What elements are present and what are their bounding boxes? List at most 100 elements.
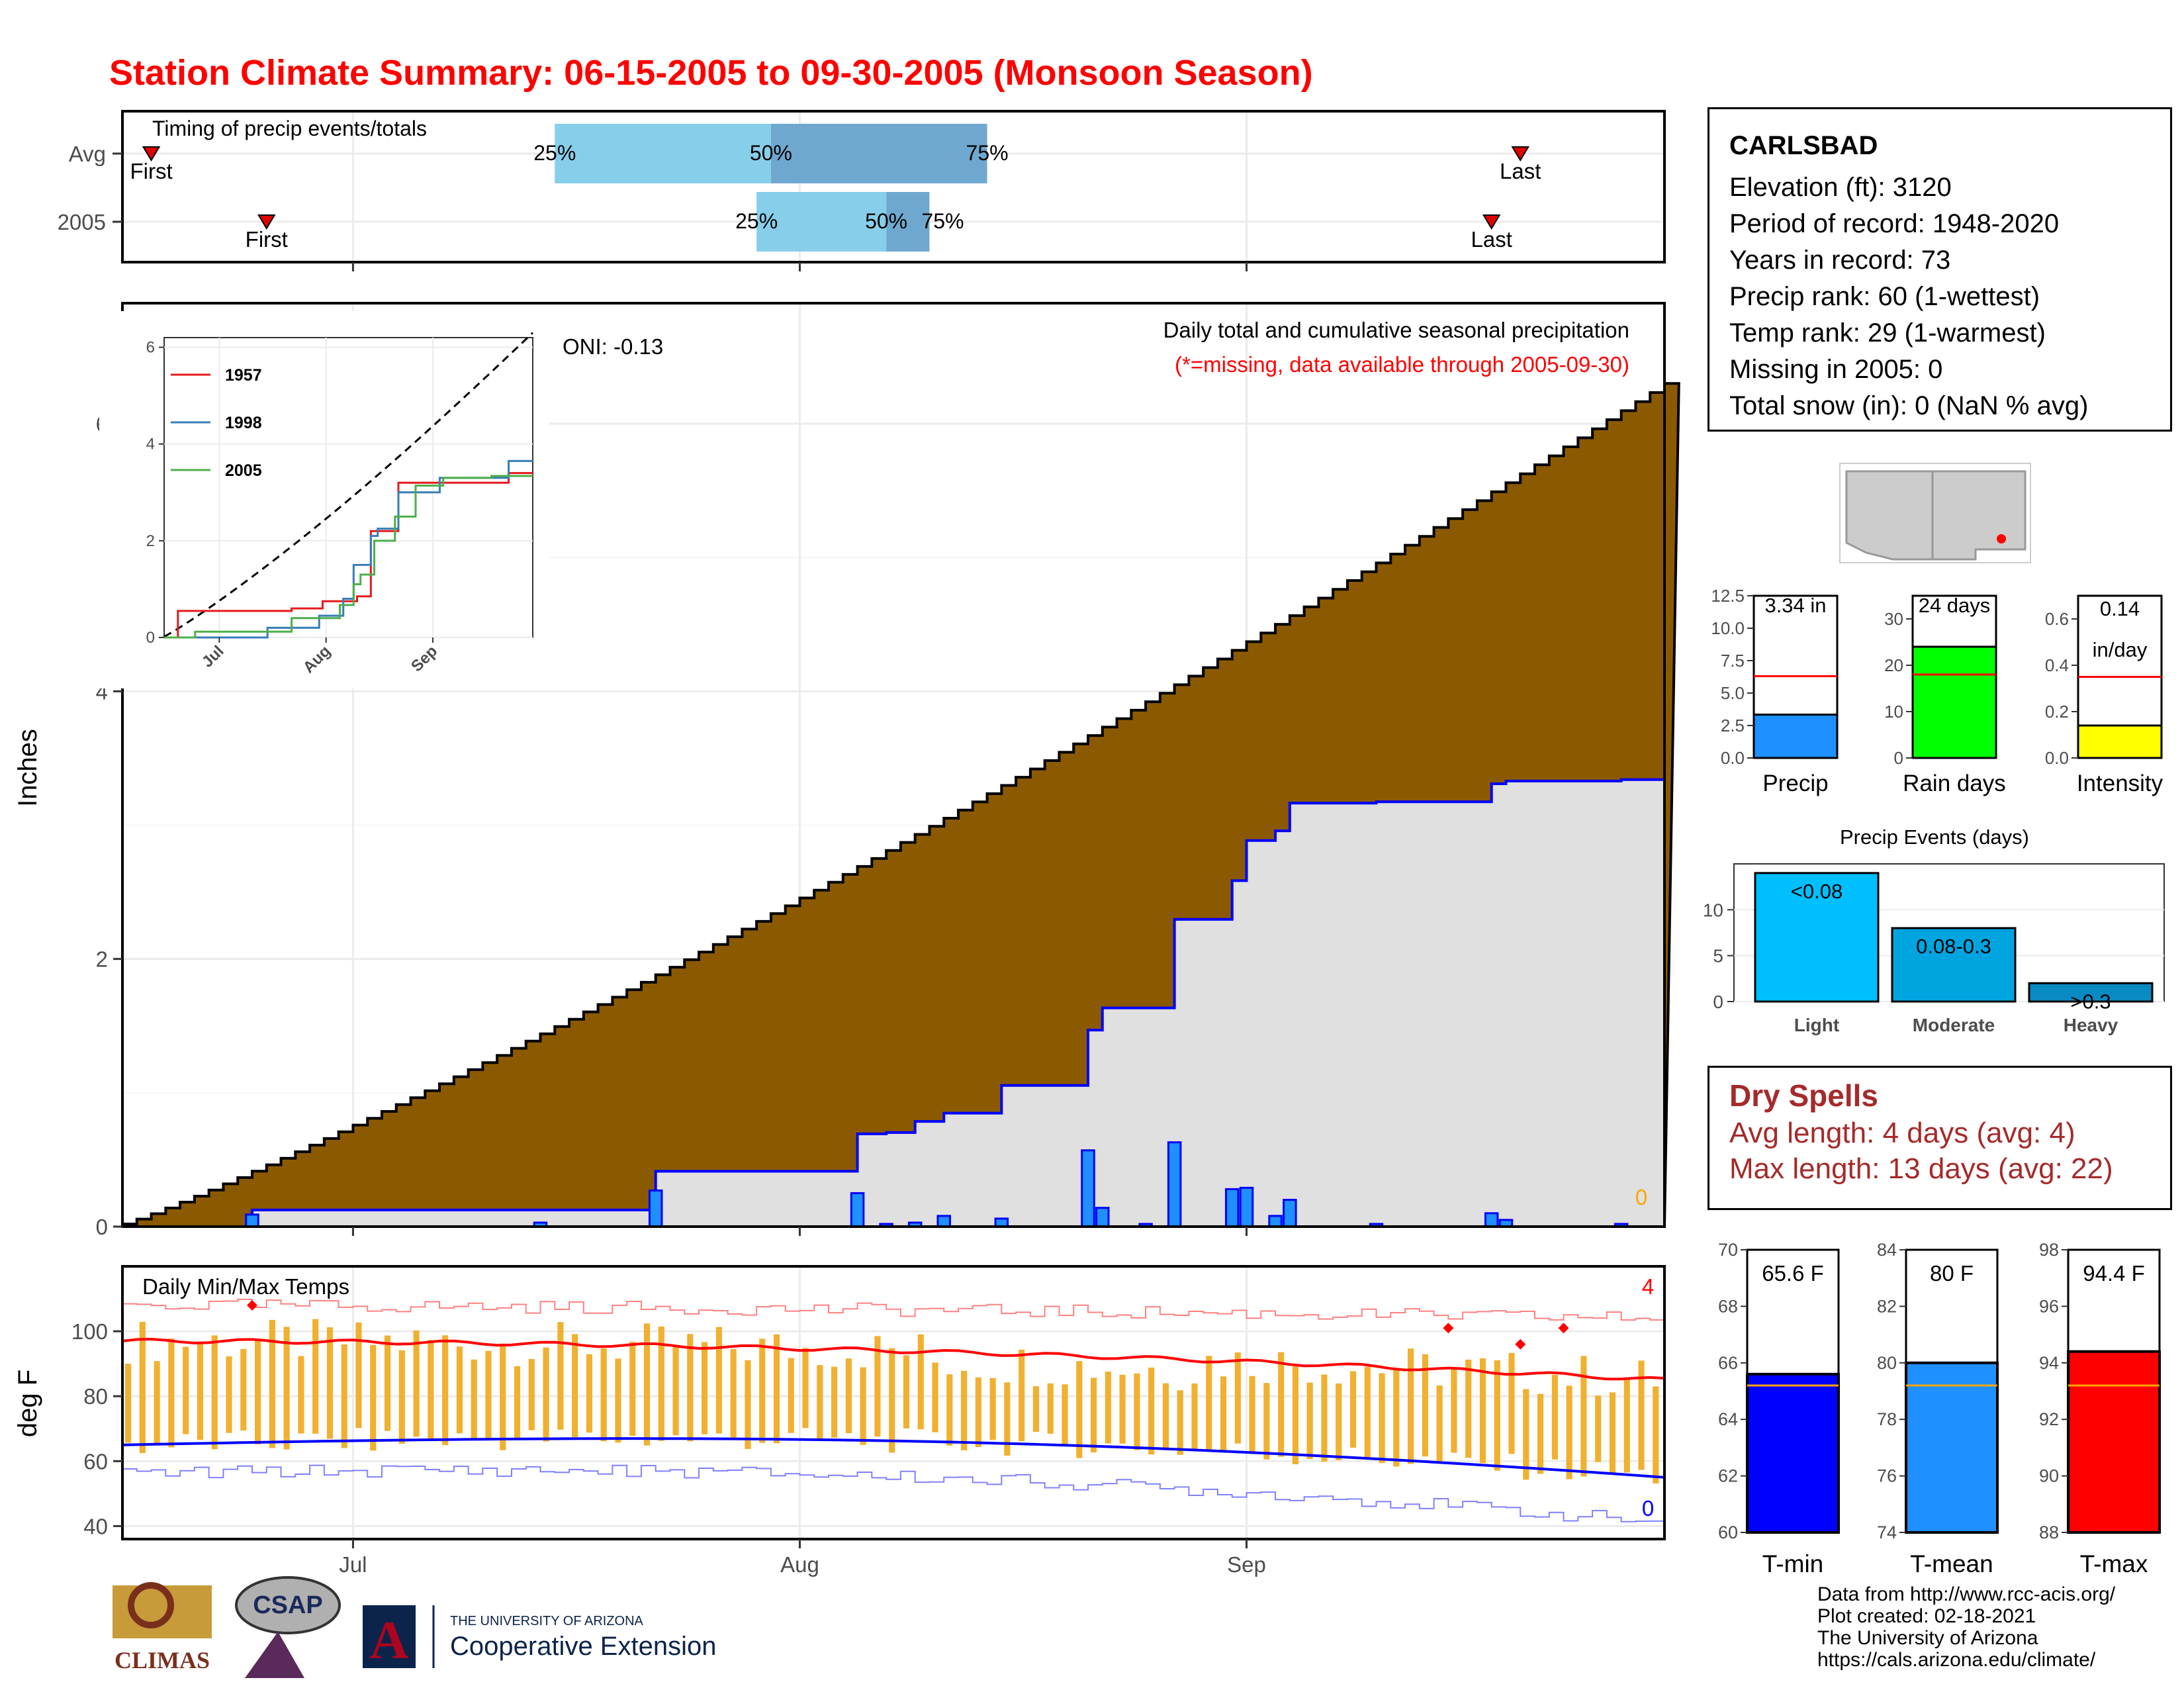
daily-temp-range-bar	[240, 1348, 247, 1430]
inset-legend-label: 1957	[225, 366, 262, 385]
mini-bar-value	[1911, 645, 1997, 759]
daily-temp-range-bar	[1047, 1383, 1054, 1434]
daily-temp-range-bar	[960, 1370, 968, 1451]
daily-temp-range-bar	[643, 1323, 651, 1446]
daily-temp-range-bar	[500, 1343, 506, 1450]
inset-legend-label: 2005	[225, 461, 262, 480]
event-category-label: Light	[1794, 1015, 1839, 1035]
missing-note: (*=missing, data available through 2005-…	[1175, 352, 1629, 377]
csap-logo-mountain-icon	[245, 1632, 304, 1678]
temp-bar-value	[2067, 1350, 2161, 1534]
daily-temp-range-bar	[283, 1327, 290, 1450]
daily-temp-range-bar	[471, 1359, 477, 1440]
temp-bar-category-label: T-max	[2080, 1550, 2148, 1577]
daily-temp-range-bar	[874, 1336, 881, 1437]
event-bar-label: >0.3	[2070, 990, 2111, 1013]
csap-logo-text: CSAP	[253, 1591, 323, 1619]
map-arizona	[1845, 470, 1934, 561]
mini-bar-y-tick-label: 10	[1884, 702, 1903, 722]
inset-avg-line	[163, 332, 534, 637]
precip-y-axis-label: Inches	[13, 729, 42, 807]
daily-temp-range-bar	[702, 1342, 708, 1434]
daily-precip-bar	[1268, 1215, 1283, 1228]
daily-temp-range-bar	[1119, 1374, 1126, 1444]
logos: CLIMAS CSAP A THE UNIVERSITY OF ARIZONA Coop…	[113, 1576, 716, 1678]
daily-temp-range-bar	[1134, 1373, 1140, 1450]
daily-temp-range-bar	[370, 1344, 377, 1451]
daily-temp-range-bar	[845, 1358, 852, 1434]
record-high-count: 4	[1642, 1274, 1654, 1299]
daily-temp-range-bar	[1551, 1374, 1558, 1460]
daily-temp-range-bar	[572, 1334, 578, 1438]
mini-bar-category-label: Intensity	[2077, 771, 2163, 796]
daily-temp-range-bar	[1263, 1383, 1270, 1460]
ua-logo-line2: Cooperative Extension	[450, 1632, 716, 1661]
daily-temp-range-bar	[600, 1348, 607, 1442]
daily-temp-range-bar	[1580, 1356, 1587, 1477]
daily-temp-range-bar	[1422, 1354, 1428, 1457]
years-in-record-line: Years in record: 73	[1729, 246, 1951, 275]
temps-panel-frame	[121, 1265, 1666, 1540]
temp-bar-y-tick-label: 82	[1877, 1296, 1897, 1316]
daily-temp-range-bar	[658, 1326, 664, 1441]
daily-precip-bar	[1484, 1212, 1499, 1228]
daily-temp-range-bar	[946, 1374, 953, 1446]
daily-temp-range-bar	[1566, 1385, 1572, 1479]
record-high-marker-icon	[1558, 1323, 1569, 1334]
daily-temp-range-bar	[326, 1327, 334, 1439]
daily-temp-range-bar	[1191, 1383, 1198, 1450]
credit-line-2: Plot created: 02-18-2021	[1817, 1605, 2036, 1627]
daily-temp-range-bar	[1162, 1383, 1169, 1448]
daily-temp-range-bar	[1177, 1390, 1183, 1455]
event-bar-label: 0.08-0.3	[1916, 935, 1991, 958]
event-bar	[1891, 927, 2017, 1003]
event-marker-icon	[1482, 214, 1501, 230]
precip-description: Daily total and cumulative seasonal prec…	[1163, 318, 1629, 342]
precip-y-tick-label: 0	[96, 1215, 108, 1239]
inset-frame	[163, 337, 533, 638]
temps-x-tick-label: Sep	[1227, 1552, 1266, 1577]
events-y-tick-label: 0	[1713, 992, 1723, 1012]
timing-event-label: Last	[1471, 227, 1512, 252]
mini-bar-y-tick-label: 0	[1894, 748, 1903, 768]
event-marker-icon	[142, 146, 161, 162]
daily-temp-range-bar	[485, 1350, 492, 1440]
daily-temp-range-bar	[615, 1358, 621, 1443]
daily-temp-range-bar	[1638, 1360, 1645, 1470]
credits-block: Data from http://www.rcc-acis.org/ Plot …	[1817, 1583, 2115, 1671]
daily-temp-range-bar	[1019, 1349, 1025, 1442]
mini-bar-y-tick-label: 0.4	[2045, 655, 2069, 675]
daily-temp-range-bar	[355, 1322, 362, 1429]
record-high-marker-icon	[246, 1299, 257, 1311]
mini-bar-value-label: 3.34 in	[1764, 594, 1826, 617]
temps-x-tick-label: Jul	[339, 1552, 367, 1577]
daily-temp-range-bar	[1609, 1392, 1616, 1475]
csap-logo-cloud-icon	[235, 1576, 341, 1634]
daily-temp-range-bar	[341, 1344, 347, 1448]
inset-y-tick-label: 2	[146, 532, 155, 550]
avg-max-temp-line	[122, 1337, 1665, 1381]
daily-temp-range-bar	[1292, 1366, 1298, 1464]
mini-bar-y-tick-label: 30	[1884, 609, 1903, 629]
mini-bar-value-label: 0.14	[2100, 597, 2140, 620]
daily-temp-range-bar	[1623, 1378, 1630, 1473]
daily-temp-range-bar	[125, 1364, 132, 1443]
station-name: CARLSBAD	[1729, 131, 1878, 160]
temp-bar-value	[1905, 1361, 1999, 1534]
daily-temp-range-bar	[226, 1356, 232, 1433]
daily-temp-range-bar	[442, 1335, 449, 1446]
elevation-line: Elevation (ft): 3120	[1729, 173, 1952, 202]
temp-bar-y-tick-label: 80	[1877, 1353, 1897, 1373]
temp-bar-y-tick-label: 68	[1718, 1296, 1738, 1316]
ua-logo-icon	[363, 1605, 416, 1668]
daily-temp-range-bar	[1379, 1373, 1385, 1464]
temp-bar-y-tick-label: 94	[2039, 1353, 2059, 1373]
mini-bar-y-tick-label: 20	[1884, 655, 1903, 675]
daily-precip-bar	[1224, 1188, 1240, 1228]
missing-line: Missing in 2005: 0	[1729, 355, 1943, 384]
daily-temp-range-bar	[1494, 1360, 1500, 1471]
daily-temp-range-bar	[860, 1367, 866, 1445]
timing-q50-label: 50%	[865, 209, 907, 233]
daily-temp-range-bar	[1653, 1386, 1659, 1484]
mini-bar-value	[2077, 724, 2163, 759]
